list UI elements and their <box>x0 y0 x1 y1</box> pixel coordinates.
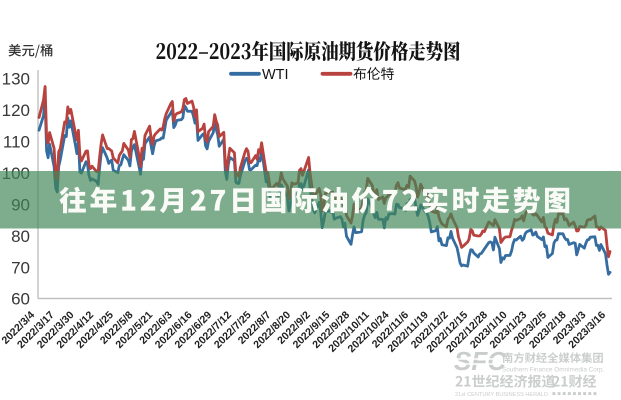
svg-text:130: 130 <box>2 70 30 89</box>
svg-text:■■■■■■■■■: ■■■■■■■■■ <box>552 392 598 398</box>
svg-text:21st CENTURY BUSINESS HERALD: 21st CENTURY BUSINESS HERALD <box>455 392 548 398</box>
svg-text:SFC: SFC <box>454 346 507 376</box>
svg-text:120: 120 <box>2 101 30 120</box>
svg-text:70: 70 <box>11 258 30 277</box>
svg-text:WTI: WTI <box>262 67 289 83</box>
svg-text:60: 60 <box>11 290 30 309</box>
svg-text:80: 80 <box>11 227 30 246</box>
svg-text:Southern Finance Omnimedia Cor: Southern Finance Omnimedia Corp. <box>502 367 605 374</box>
svg-text:110: 110 <box>3 133 30 152</box>
